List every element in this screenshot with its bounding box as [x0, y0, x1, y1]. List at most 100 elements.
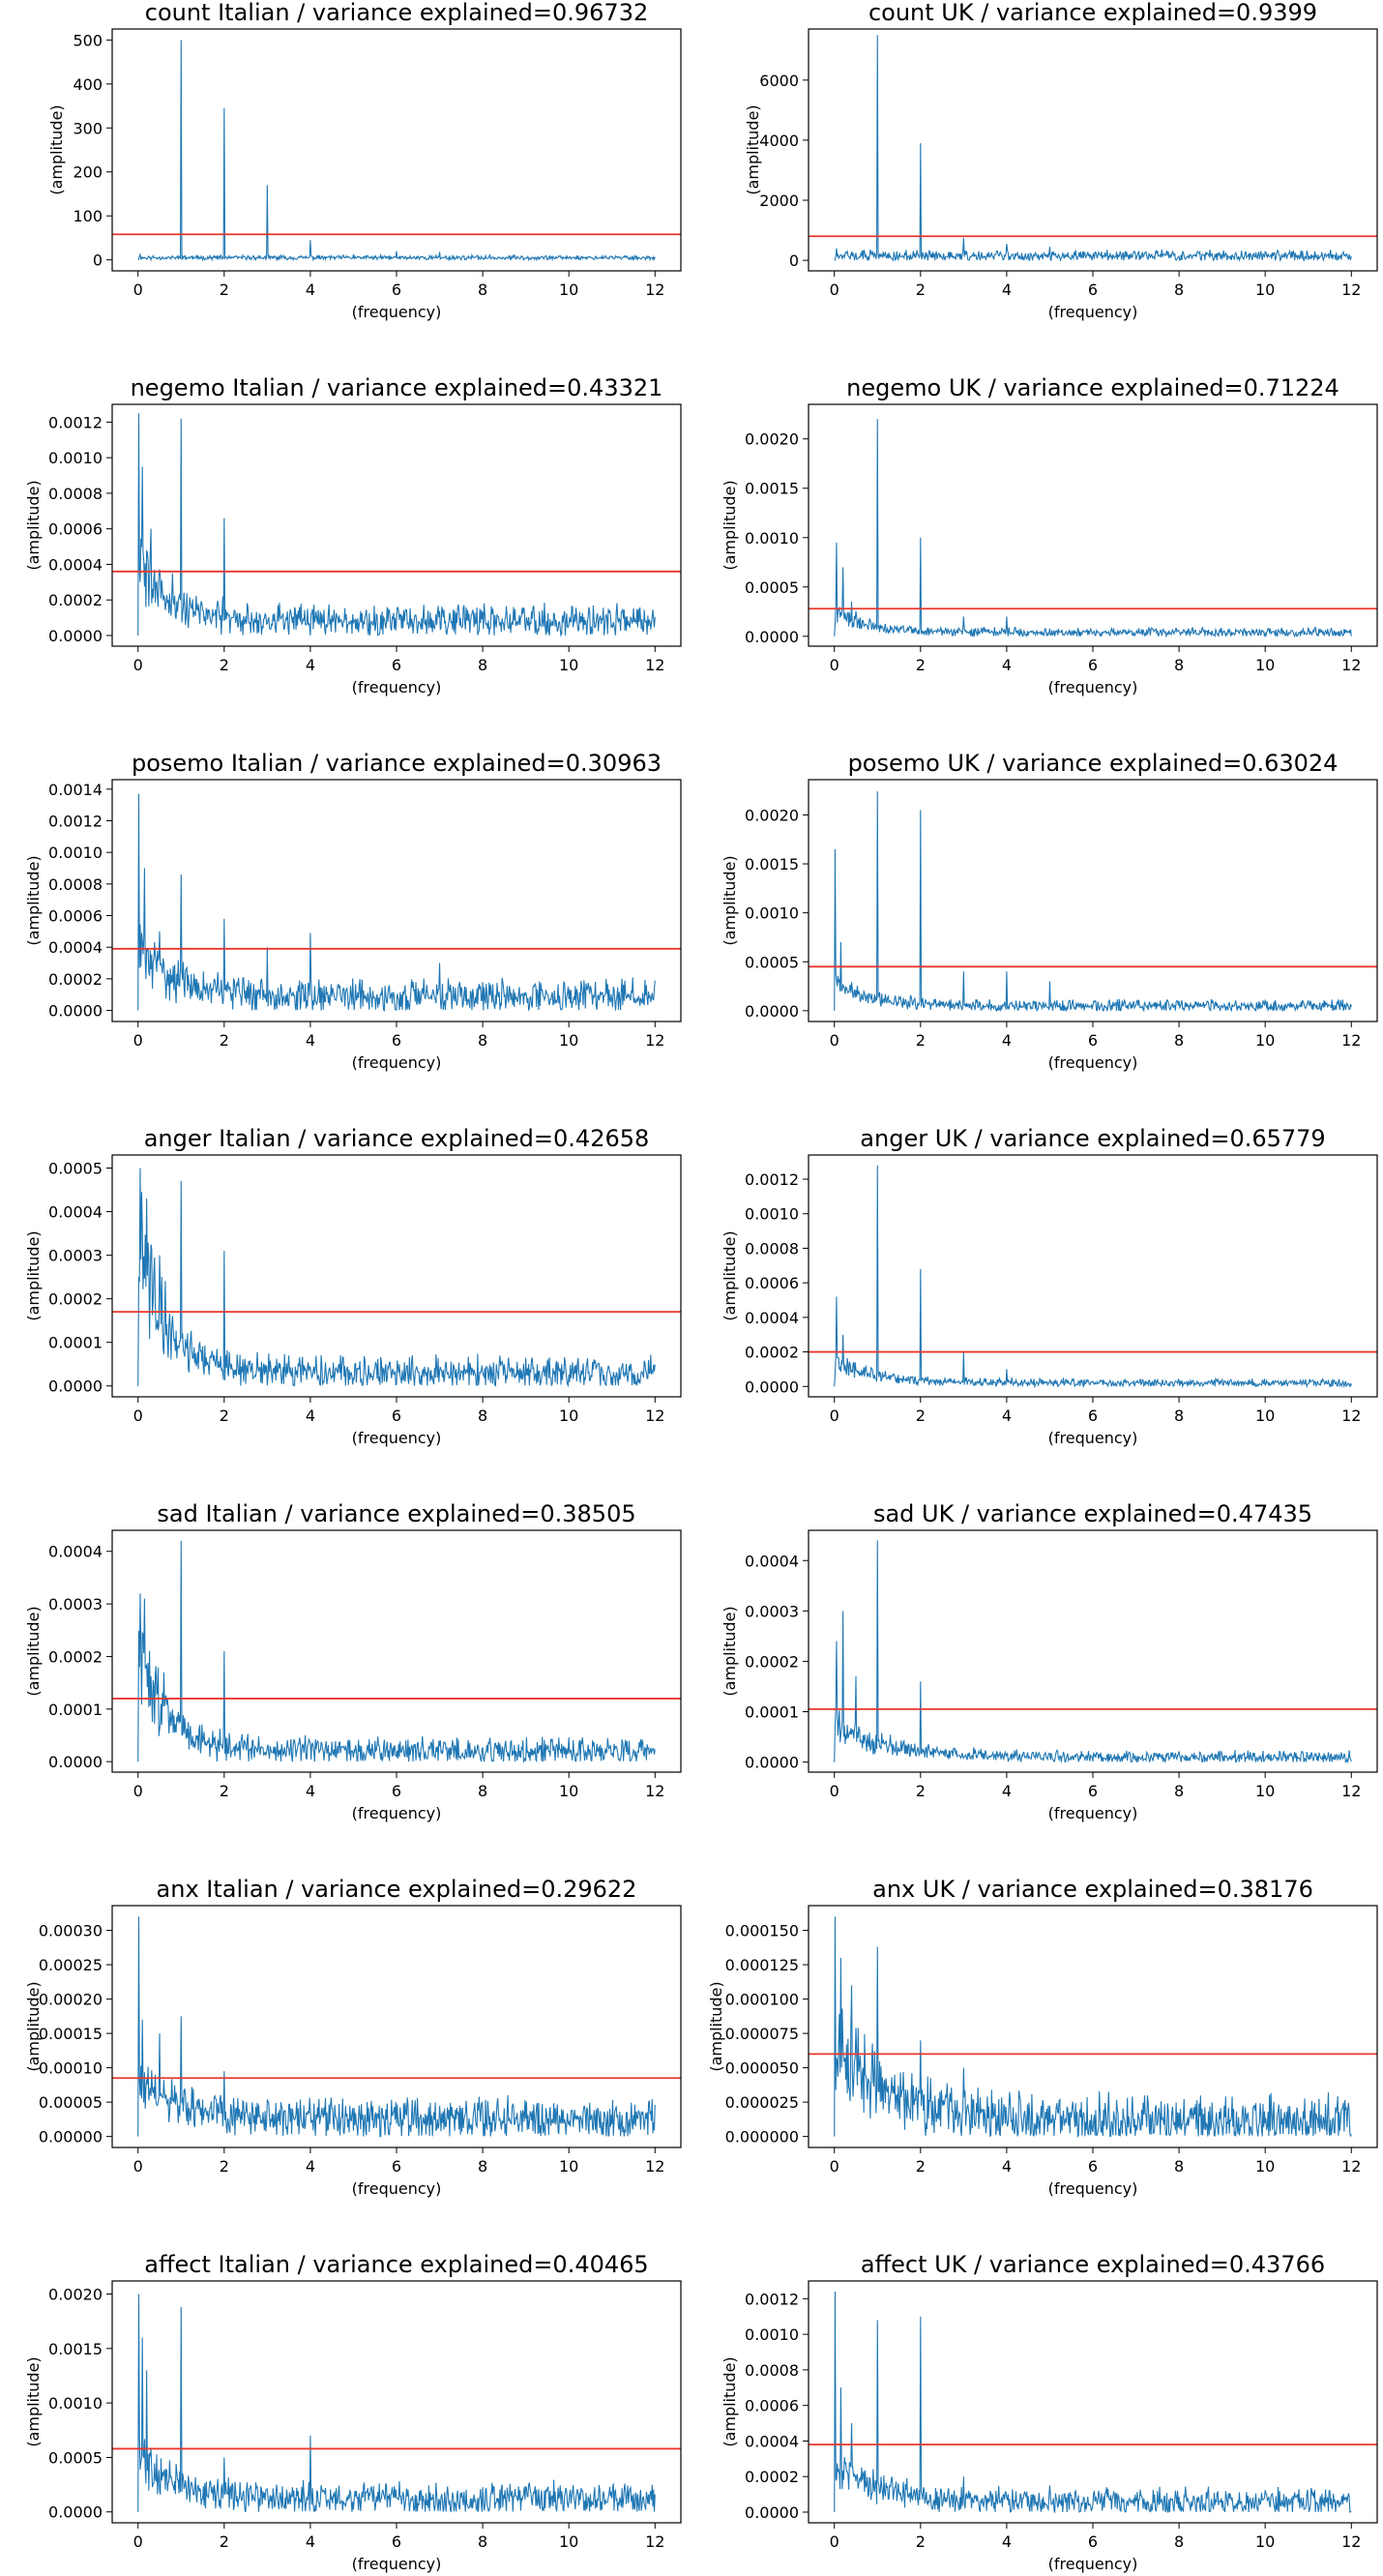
y-tick-label: 0.0000 — [48, 1753, 103, 1771]
y-tick-label: 0.0001 — [48, 1334, 103, 1352]
spectrum-line — [834, 791, 1352, 1013]
y-axis-label: (amplitude) — [47, 104, 66, 194]
y-axis-label: (amplitude) — [24, 855, 43, 945]
y-axis-label: (amplitude) — [721, 2356, 739, 2446]
y-tick-label: 0.0001 — [48, 1701, 103, 1719]
y-tick-label: 0.0008 — [48, 485, 103, 503]
y-tick-label: 400 — [73, 75, 103, 94]
y-axis-label: (amplitude) — [24, 1606, 43, 1696]
x-tick-label: 2 — [916, 1782, 926, 1800]
y-tick-label: 0.0010 — [745, 904, 799, 923]
x-tick-label: 6 — [1088, 281, 1098, 299]
x-axis-label: (frequency) — [352, 2555, 442, 2573]
x-tick-label: 6 — [1088, 656, 1098, 674]
x-tick-label: 0 — [830, 656, 839, 674]
x-axis-label: (frequency) — [1048, 2555, 1138, 2573]
y-tick-label: 0.00020 — [39, 1991, 103, 2009]
x-tick-label: 10 — [1255, 1031, 1275, 1050]
x-tick-label: 6 — [1088, 2532, 1098, 2551]
spectrum-line — [834, 1540, 1352, 1764]
x-tick-label: 2 — [916, 1406, 926, 1425]
chart-title: affect Italian / variance explained=0.40… — [144, 2251, 648, 2278]
y-tick-label: 0.0005 — [48, 2448, 103, 2467]
y-tick-label: 0.00030 — [39, 1922, 103, 1940]
y-tick-label: 0.0000 — [745, 2503, 799, 2522]
x-tick-label: 8 — [478, 1406, 487, 1425]
y-tick-label: 0 — [789, 252, 799, 270]
y-tick-label: 0.00000 — [39, 2128, 103, 2147]
y-tick-label: 0.0002 — [48, 970, 103, 989]
y-tick-label: 0.0010 — [745, 529, 799, 548]
x-tick-label: 12 — [645, 1406, 664, 1425]
chart-panel-3: negemo Italian / variance explained=0.43… — [24, 374, 682, 696]
y-tick-label: 0.0010 — [745, 2325, 799, 2344]
y-tick-label: 0.0002 — [745, 2468, 799, 2486]
chart-title: anx UK / variance explained=0.38176 — [872, 1876, 1313, 1903]
spectrum-line — [137, 1168, 656, 1388]
x-axis-label: (frequency) — [1048, 2179, 1138, 2198]
x-axis-label: (frequency) — [352, 1429, 442, 1447]
x-tick-label: 12 — [645, 2532, 664, 2551]
x-tick-label: 12 — [1341, 2157, 1361, 2176]
x-tick-label: 4 — [1002, 1031, 1012, 1050]
y-tick-label: 0.000150 — [725, 1922, 799, 1940]
spectrum-line — [834, 2292, 1352, 2514]
y-tick-label: 0.0002 — [745, 1652, 799, 1671]
x-tick-label: 2 — [220, 1406, 229, 1425]
x-axis-label: (frequency) — [352, 678, 442, 696]
x-tick-label: 0 — [133, 2532, 143, 2551]
y-tick-label: 0.0004 — [48, 555, 103, 574]
x-tick-label: 0 — [830, 281, 839, 299]
chart-panel-2: count UK / variance explained=0.9399 0 2 4 6… — [744, 0, 1378, 321]
x-tick-label: 8 — [1174, 1782, 1184, 1800]
x-tick-label: 6 — [392, 281, 401, 299]
x-tick-label: 2 — [916, 281, 926, 299]
x-tick-label: 4 — [306, 1406, 315, 1425]
y-tick-label: 0.0000 — [745, 1754, 799, 1772]
y-tick-label: 0.0000 — [745, 1002, 799, 1021]
y-tick-label: 0.000000 — [725, 2128, 799, 2147]
chart-title: negemo UK / variance explained=0.71224 — [846, 374, 1339, 401]
y-tick-label: 0.000025 — [725, 2093, 799, 2112]
y-tick-label: 0.0010 — [745, 1205, 799, 1224]
y-tick-label: 0.0008 — [48, 875, 103, 894]
x-tick-label: 4 — [306, 2532, 315, 2551]
x-tick-label: 8 — [478, 2157, 487, 2176]
x-tick-label: 4 — [306, 1031, 315, 1050]
chart-title: count Italian / variance explained=0.967… — [145, 0, 648, 26]
x-tick-label: 12 — [1341, 1782, 1361, 1800]
y-tick-label: 0.0004 — [48, 1543, 103, 1561]
y-tick-label: 0.0004 — [48, 938, 103, 957]
y-tick-label: 0.0003 — [48, 1595, 103, 1614]
chart-title: anx Italian / variance explained=0.29622 — [157, 1876, 637, 1903]
x-tick-label: 12 — [1341, 1406, 1361, 1425]
x-tick-label: 6 — [392, 656, 401, 674]
y-tick-label: 0.0020 — [48, 2286, 103, 2304]
y-tick-label: 0.0004 — [745, 1552, 799, 1570]
plot-frame — [808, 1154, 1378, 1398]
x-axis-label: (frequency) — [1048, 1429, 1138, 1447]
chart-panel-9: sad Italian / variance explained=0.38505… — [24, 1500, 682, 1822]
y-tick-label: 0.0006 — [48, 907, 103, 926]
x-tick-label: 8 — [478, 1782, 487, 1800]
y-tick-label: 0.0004 — [745, 2432, 799, 2450]
x-axis-label: (frequency) — [1048, 1053, 1138, 1072]
x-tick-label: 0 — [830, 1406, 839, 1425]
x-tick-label: 8 — [478, 1031, 487, 1050]
y-tick-label: 0.0008 — [745, 1239, 799, 1258]
y-tick-label: 0.00010 — [39, 2059, 103, 2078]
chart-panel-14: affect UK / variance explained=0.43766 0 2… — [721, 2251, 1378, 2573]
x-tick-label: 12 — [1341, 281, 1361, 299]
x-tick-label: 2 — [220, 2532, 229, 2551]
y-tick-label: 0.0015 — [48, 2340, 103, 2358]
spectrum-line — [137, 1540, 656, 1763]
chart-panel-12: anx UK / variance explained=0.38176 0 2 4 6 8… — [707, 1876, 1378, 2198]
y-tick-label: 0.0004 — [48, 1203, 103, 1222]
x-tick-label: 0 — [133, 656, 143, 674]
x-tick-label: 0 — [830, 2157, 839, 2176]
y-tick-label: 0.0001 — [745, 1703, 799, 1722]
x-tick-label: 12 — [1341, 656, 1361, 674]
y-tick-label: 0.0006 — [745, 2397, 799, 2415]
x-tick-label: 0 — [133, 281, 143, 299]
